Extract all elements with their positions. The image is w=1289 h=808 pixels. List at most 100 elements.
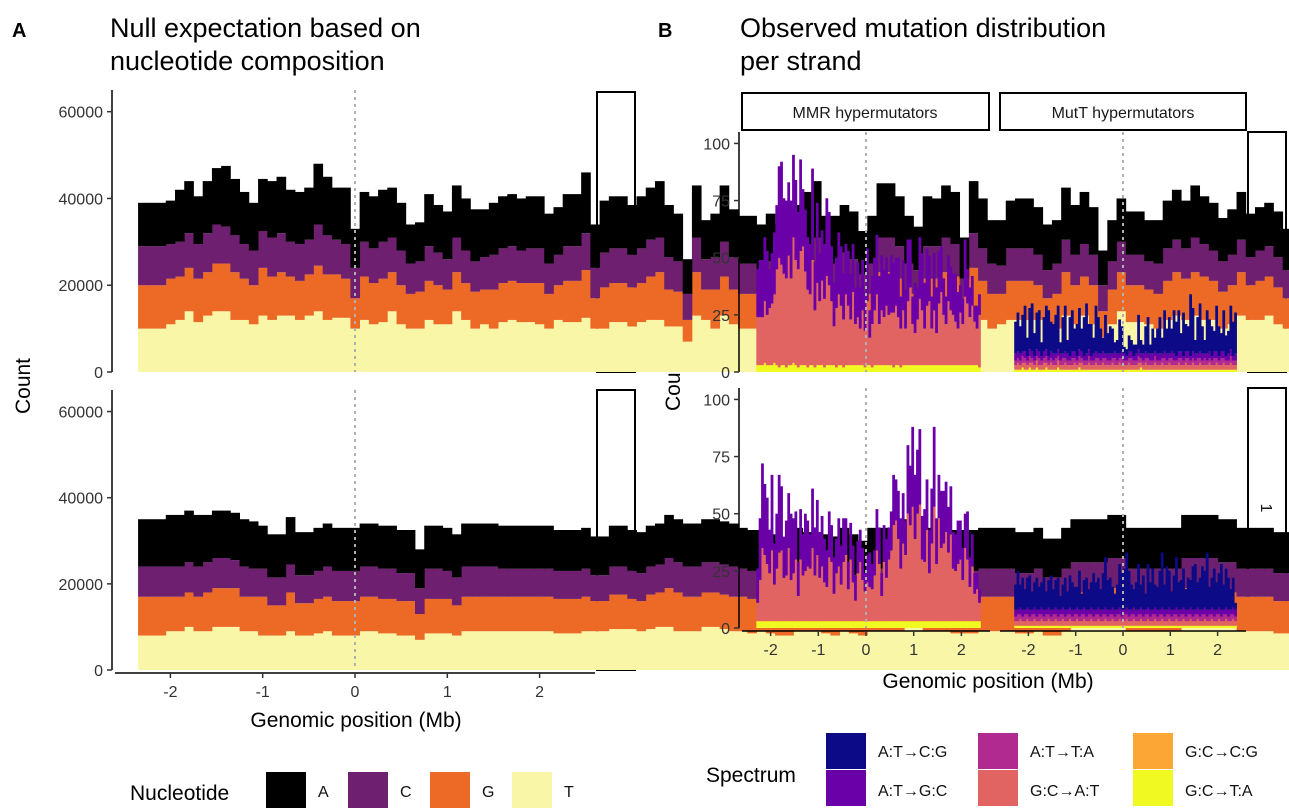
panel-b-facet2-bar-G:C→A:T-67 (916, 513, 919, 622)
panel-b-facet3-bar-A:T→G:C-62 (1160, 607, 1164, 615)
panel-b-facet2-bar-G:C→T:A-31 (830, 621, 834, 628)
panel-b-facet1-bar-G:C→T:A-58 (1151, 369, 1155, 372)
panel-a-facet1-bar-G-3 (165, 596, 176, 632)
panel-a-facet0-bar-C-20 (322, 235, 333, 275)
panel-b-facet3-bar-A:T→G:C-28 (1080, 609, 1084, 615)
panel-b-facet3-bar-G:C→A:T-8 (1033, 618, 1036, 626)
panel-b-facet0-bar-G:C→T:A-86 (961, 365, 965, 372)
panel-a-facet1-bar-A-10 (230, 512, 241, 561)
panel-b-facet3-xtick-label-0: -2 (1021, 642, 1035, 659)
panel-b-facet2-bar-G:C→T:A-0 (756, 621, 760, 628)
panel-a-facet1-bar-A-120 (1245, 527, 1256, 569)
panel-b-facet1-bar-A:T→G:C-47 (1125, 356, 1129, 361)
panel-b-facet0-bar-G:C→T:A-48 (870, 367, 874, 372)
panel-a-facet0-bar-G-61 (701, 289, 711, 320)
panel-b-facet0-bar-G:C→A:T-16 (794, 260, 798, 366)
panel-a-facet0-bar-C-11 (239, 244, 250, 279)
panel-b-facet2-bar-A:T→G:C-84 (956, 520, 960, 564)
panel-b-facet3-bar-A:T→T:A-92 (1231, 614, 1235, 619)
panel-b-facet0-bar-G:C→T:A-64 (908, 365, 912, 372)
panel-a-facet1-bar-T-26 (378, 633, 388, 670)
panel-a-facet1-xtick-label-4: 2 (535, 684, 544, 701)
panel-b-facet3-bar-A:T→G:C-52 (1137, 609, 1140, 615)
panel-b-facet2-bar-G:C→T:A-73 (930, 621, 934, 628)
panel-a-facet1-bar-A-19 (313, 527, 324, 571)
panel-b-facet2-bar-A:T→G:C-20 (804, 513, 807, 571)
panel-b-facet3-bar-A:T→C:G-19 (1059, 596, 1062, 610)
panel-b-facet2-bar-A:T→G:C-37 (844, 518, 848, 555)
panel-a-facet1-bar-C-119 (1236, 568, 1247, 597)
panel-a-facet1-bar-G-6 (193, 596, 204, 632)
panel-a-facet0-bar-G-38 (488, 289, 499, 329)
panel-a-facet0-bar-C-93 (996, 265, 1007, 294)
panel-a-facet0-bar-A-25 (368, 196, 379, 249)
panel-b-facet0-bar-A:T→G:C-23 (811, 168, 814, 260)
panel-b-facet2-bar-A:T→G:C-62 (904, 520, 907, 555)
panel-b-facet1-bar-G:C→T:A-59 (1153, 369, 1157, 372)
panel-a-facet1-bar-T-103 (1088, 626, 1099, 670)
panel-b-facet3-bar-A:T→T:A-37 (1101, 614, 1105, 622)
panel-b-facet0-bar-G:C→T:A-68 (918, 365, 922, 372)
panel-b-facet1-bar-G:C→T:A-69 (1177, 369, 1181, 372)
panel-b-facet1-bar-G:C→A:T-61 (1158, 365, 1162, 370)
panel-b-facet1-bar-G:C→A:T-34 (1094, 362, 1098, 370)
panel-b-facet0-bar-G:C→T:A-65 (911, 365, 915, 372)
panel-a-facet1-bar-A-55 (645, 525, 656, 567)
panel-b-facet3-bar-G:C→T:A-92 (1231, 625, 1235, 628)
panel-b-facet3-bar-A:T→T:A-41 (1111, 614, 1114, 619)
panel-a-facet0-bar-C-54 (636, 248, 647, 284)
panel-a-facet0-bar-A-57 (664, 204, 674, 258)
panel-a-facet0-bar-C-105 (1107, 261, 1117, 290)
panel-a-facet0-bar-G-108 (1135, 285, 1145, 323)
panel-a-facet0-bar-G-32 (433, 285, 444, 325)
panel-a-facet0-bar-G-8 (211, 263, 222, 312)
panel-b-facet3-bar-A:T→G:C-24 (1070, 609, 1074, 617)
panel-a-facet1-bar-A-64 (728, 523, 739, 567)
panel-a-facet1-bar-C-31 (424, 568, 434, 599)
panel-b-facet3-bar-A:T→G:C-8 (1033, 607, 1036, 615)
panel-a-facet0-bar-A-15 (276, 176, 287, 234)
panel-b-facet3-bar-A:T→T:A-35 (1096, 614, 1100, 619)
panel-b-facet3-bar-G:C→A:T-71 (1182, 618, 1185, 626)
panel-b-facet1-bar-A:T→T:A-44 (1118, 358, 1122, 363)
panel-b-facet3-bar-A:T→G:C-60 (1156, 609, 1159, 617)
panel-b-facet1-bar-A:T→C:G-84 (1212, 330, 1216, 352)
panel-a-facet1-bar-A-98 (1042, 538, 1053, 578)
panel-b-facet2-bar-G:C→T:A-25 (815, 621, 819, 628)
panel-b-facet2-bar-A:T→G:C-2 (761, 463, 764, 548)
panel-b-facet3-bar-G:C→T:A-67 (1172, 625, 1176, 628)
panel-b-facet1-bar-G:C→A:T-52 (1137, 362, 1140, 370)
panel-b-facet1-bar-A:T→T:A-36 (1099, 360, 1103, 366)
panel-b-facet2-bar-G:C→A:T-65 (911, 506, 915, 622)
panel-b-facet3-bar-A:T→C:G-83 (1210, 577, 1214, 608)
panel-b-facet1-bar-G:C→A:T-42 (1113, 365, 1117, 370)
panel-b-facet3-bar-A:T→C:G-16 (1052, 589, 1055, 610)
panel-b-facet2-bar-G:C→A:T-4 (765, 564, 769, 622)
panel-b-facet0-bar-G:C→A:T-35 (839, 305, 843, 366)
panel-a-facet1-bar-T-118 (1227, 626, 1237, 670)
panel-b-facet0-bar-G:C→A:T-11 (782, 273, 786, 366)
panel-b-facet2-bar-A:T→G:C-73 (930, 488, 934, 544)
panel-b-facet1-bar-A:T→T:A-59 (1153, 356, 1157, 363)
panel-b-facet2-bar-G:C→T:A-69 (920, 621, 924, 628)
panel-b-facet1-bar-A:T→C:G-64 (1165, 328, 1169, 354)
panel-b-facet2-bar-G:C→A:T-71 (925, 529, 929, 622)
panel-a-facet0-bar-C-45 (553, 254, 564, 286)
panel-a-facet0-bar-T-1 (147, 328, 157, 372)
panel-b-facet1-bar-A:T→G:C-77 (1196, 353, 1200, 359)
panel-a-facet1-bar-C-15 (276, 577, 287, 606)
panel-b-facet1-bar-A:T→T:A-79 (1201, 360, 1204, 366)
panel-a-facet0-bar-A-86 (931, 198, 942, 247)
panel-b-facet2-bar-G:C→A:T-12 (784, 575, 788, 622)
panel-b-facet2-bar-G:C→T:A-29 (825, 621, 829, 628)
panel-b-facet1-bar-A:T→C:G-38 (1104, 314, 1107, 354)
panel-b-facet1-bar-G:C→T:A-39 (1106, 369, 1110, 372)
panel-b-facet1-bar-G:C→T:A-23 (1068, 369, 1072, 372)
panel-b-facet3-bar-A:T→C:G-27 (1078, 570, 1081, 610)
panel-b-facet1-bar-G:C→T:A-46 (1123, 369, 1126, 372)
panel-b-facet2-bar-A:T→G:C-29 (825, 550, 829, 587)
panel-a-facet1-bar-A-58 (673, 519, 684, 563)
panel-b-facet1-bar-A:T→T:A-23 (1068, 360, 1072, 366)
panel-b-facet2-bar-G:C→A:T-0 (756, 602, 760, 622)
panel-b-facet3-bar-G:C→T:A-48 (1127, 625, 1131, 628)
